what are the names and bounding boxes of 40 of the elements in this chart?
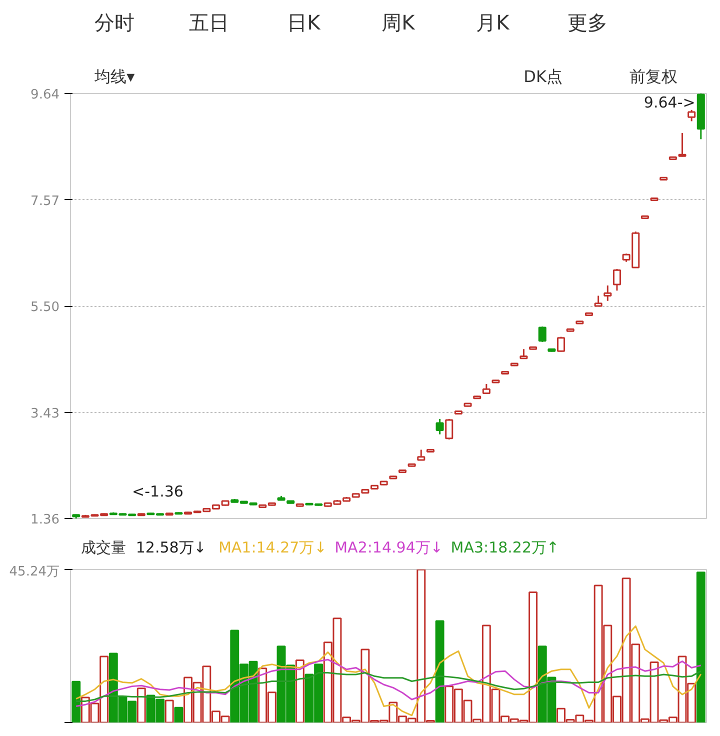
text: 更多 (567, 10, 608, 34)
text: MA3:18.22万↑ (450, 538, 560, 556)
candlestick (688, 109, 696, 122)
text: 周K (382, 10, 416, 34)
text: MA1:14.27万↓ (218, 538, 327, 556)
candlestick (604, 284, 612, 302)
text: 五日 (189, 10, 230, 34)
candlestick (445, 418, 454, 440)
annotation: 9.64-> (644, 94, 696, 112)
candlestick (557, 336, 566, 352)
bar (435, 620, 444, 722)
candlestick (612, 268, 621, 292)
y-tick-label: 1.36 (30, 512, 60, 528)
text: MA2:14.94万↓ (334, 538, 443, 556)
bar (72, 680, 81, 722)
text: 12.58万↓ (136, 538, 206, 556)
annotation: <-1.36 (132, 482, 184, 501)
bar (164, 700, 174, 722)
chart-title: 成交量 (81, 538, 126, 556)
bar (696, 572, 706, 722)
y-tick-label: 5.50 (30, 300, 60, 315)
candlestick (594, 294, 602, 308)
text: 前复权 (630, 67, 678, 86)
text: 日K (287, 10, 322, 34)
candlestick (436, 418, 444, 436)
y-tick-label: 9.64 (30, 88, 60, 102)
text: 均线▾ (94, 67, 135, 86)
bar (174, 706, 184, 722)
candlestick (482, 383, 490, 395)
bar (136, 688, 146, 722)
text: 分时 (94, 10, 135, 34)
candlestick (538, 326, 546, 343)
y-tick-label: 3.43 (30, 406, 60, 422)
candlestick (678, 132, 686, 158)
candlestick (520, 348, 528, 360)
bar (295, 660, 304, 722)
text: 月K (476, 10, 510, 34)
y-tick-label: 7.57 (30, 194, 60, 209)
text: DK点 (524, 67, 562, 86)
y-tick-label: 45.24万 (9, 564, 60, 580)
